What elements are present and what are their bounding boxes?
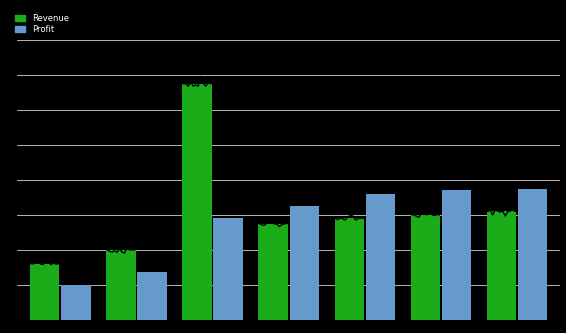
Bar <box>213 218 243 320</box>
Bar <box>335 218 364 320</box>
Bar <box>30 264 59 320</box>
Legend: Revenue, Profit: Revenue, Profit <box>15 14 69 34</box>
Bar <box>137 272 166 320</box>
Bar <box>61 285 91 320</box>
Bar <box>258 223 288 320</box>
Bar <box>518 188 547 320</box>
Bar <box>442 190 471 320</box>
Bar <box>366 194 395 320</box>
Bar <box>182 84 212 320</box>
Bar <box>487 211 516 320</box>
Bar <box>411 215 440 320</box>
Bar <box>290 206 319 320</box>
Bar <box>106 250 135 320</box>
